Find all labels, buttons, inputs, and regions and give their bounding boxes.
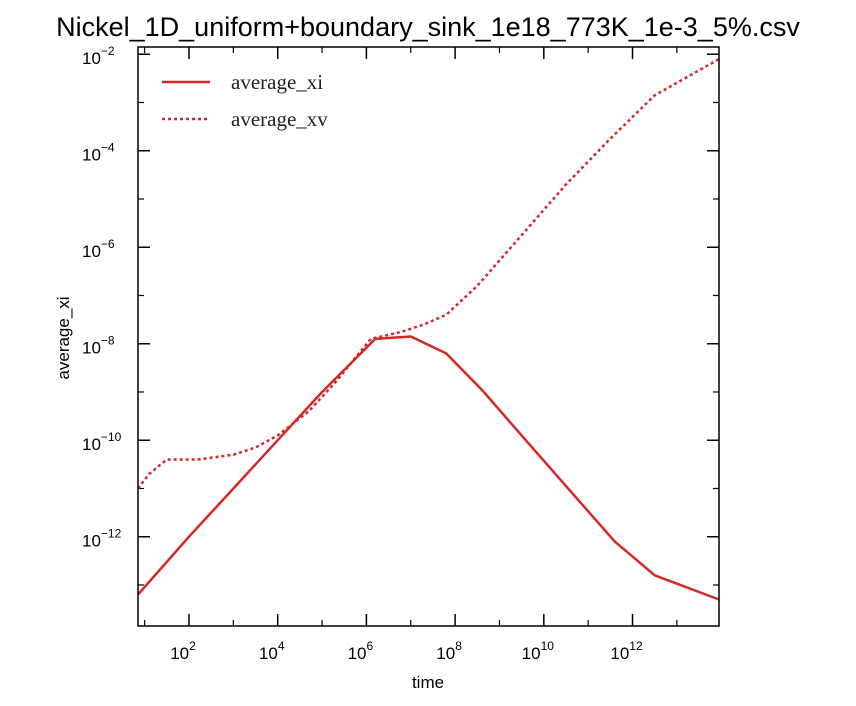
series-line-average-xv <box>137 58 720 490</box>
y-tick-label: 10−12 <box>82 527 122 551</box>
y-tick-label: 10−2 <box>82 44 115 68</box>
legend: average_xi average_xv <box>162 70 328 131</box>
x-axis-label: time <box>412 673 444 692</box>
legend-label: average_xv <box>231 107 328 131</box>
chart-title: Nickel_1D_uniform+boundary_sink_1e18_773… <box>56 12 800 42</box>
x-tick-label: 1012 <box>610 639 643 663</box>
y-tick-label: 10−8 <box>82 334 115 358</box>
x-tick-label: 104 <box>259 639 285 663</box>
x-tick-label: 106 <box>348 639 374 663</box>
series-lines <box>137 58 720 601</box>
ticks-group <box>138 47 719 626</box>
y-tick-label: 10−4 <box>82 141 115 165</box>
x-tick-label: 108 <box>436 639 462 663</box>
y-axis-label: average_xi <box>54 296 73 379</box>
y-tick-label: 10−10 <box>82 430 122 454</box>
plot-frame <box>137 46 720 627</box>
series-line-average-xi <box>137 335 720 601</box>
x-tick-label: 102 <box>170 639 196 663</box>
legend-label: average_xi <box>231 70 323 94</box>
y-tick-label: 10−6 <box>82 237 115 261</box>
tick-labels: 102 104 106 108 1010 1012 10−12 10−10 10−8 10−6 10… <box>82 44 643 663</box>
x-tick-label: 1010 <box>522 639 555 663</box>
